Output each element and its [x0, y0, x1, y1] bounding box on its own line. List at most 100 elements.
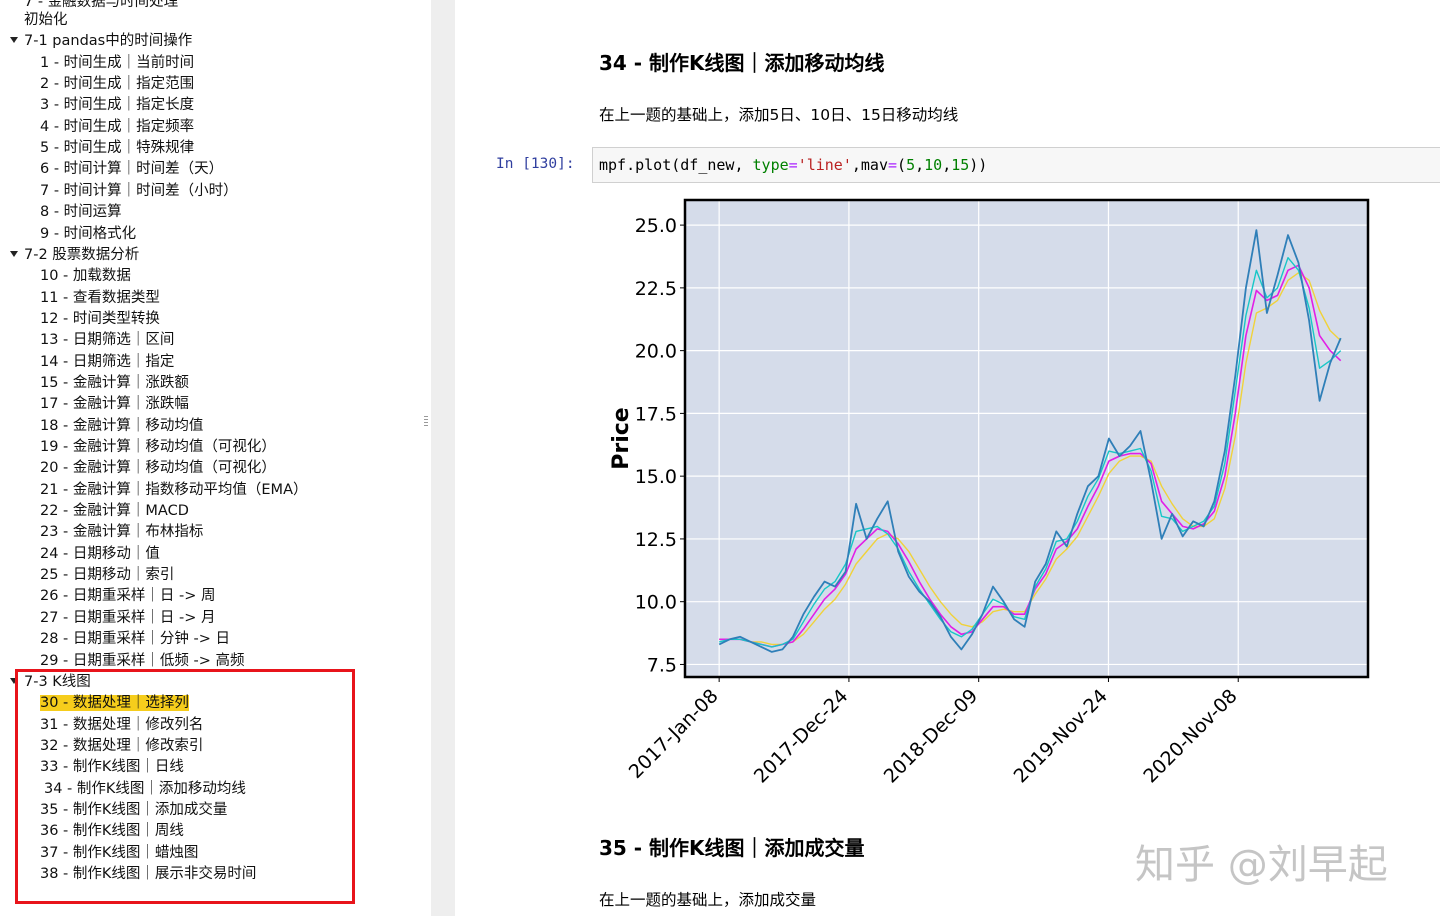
toc-item[interactable]: 10 - 加载数据: [40, 266, 131, 287]
toc-item-label: 38 - 制作K线图｜展示非交易时间: [40, 866, 257, 882]
toc-item[interactable]: 18 - 金融计算｜移动均值: [40, 416, 203, 437]
toc-item-label: 7 - 金融数据与时间处理: [24, 0, 179, 10]
toc-item-label: 14 - 日期筛选｜指定: [40, 353, 175, 370]
toc-item-label: 30 - 数据处理｜选择列: [40, 695, 189, 712]
toc-item-label: 初始化: [24, 12, 68, 28]
toc-item[interactable]: 27 - 日期重采样｜日 -> 月: [40, 608, 216, 629]
toc-item-label: 31 - 数据处理｜修改列名: [40, 716, 204, 733]
resize-handle[interactable]: [424, 414, 428, 430]
toc-item-label: 33 - 制作K线图｜日线: [40, 759, 184, 776]
toc-item-label: 1 - 时间生成｜当前时间: [40, 54, 195, 71]
toc-item[interactable]: 初始化: [24, 10, 68, 31]
toc-item[interactable]: 19 - 金融计算｜移动均值（可视化）: [40, 437, 276, 458]
toc-item-label: 27 - 日期重采样｜日 -> 月: [40, 609, 216, 626]
y-tick-label: 12.5: [635, 529, 677, 551]
toc-item[interactable]: 14 - 日期筛选｜指定: [40, 352, 174, 373]
toc-item[interactable]: 8 - 时间运算: [40, 202, 122, 223]
toc-item[interactable]: 7 - 金融数据与时间处理: [24, 0, 178, 13]
caret-down-icon[interactable]: [10, 677, 18, 684]
toc-item-label: 13 - 日期筛选｜区间: [40, 332, 175, 349]
toc-item[interactable]: 38 - 制作K线图｜展示非交易时间: [40, 864, 256, 885]
caret-down-icon[interactable]: [10, 250, 18, 257]
toc-item[interactable]: 21 - 金融计算｜指数移动平均值（EMA）: [40, 480, 308, 501]
toc-item-label: 32 - 数据处理｜修改索引: [40, 737, 204, 754]
toc-item-label: 19 - 金融计算｜移动均值（可视化）: [40, 439, 276, 455]
toc-item-label: 6 - 时间计算｜时间差（天）: [40, 161, 224, 178]
toc-item-label: 21 - 金融计算｜指数移动平均值（EMA）: [40, 481, 308, 498]
toc-item[interactable]: 11 - 查看数据类型: [40, 288, 160, 309]
toc-item-label: 17 - 金融计算｜涨跌幅: [40, 396, 189, 413]
toc-item-label: 34 - 制作K线图｜添加移动均线: [44, 780, 246, 797]
toc-item[interactable]: 29 - 日期重采样｜低频 -> 高频: [40, 651, 245, 672]
toc-item-label: 28 - 日期重采样｜分钟 -> 日: [40, 631, 231, 648]
toc-item-label: 4 - 时间生成｜指定频率: [40, 118, 195, 135]
toc-sidebar: 7 - 金融数据与时间处理初始化 7-1 pandas中的时间操作 1 - 时间生成…: [0, 0, 431, 916]
x-tick-label: 2017-Dec-24: [750, 685, 853, 788]
toc-item-label: 20 - 金融计算｜移动均值（可视化）: [40, 460, 276, 477]
toc-item[interactable]: 34 - 制作K线图｜添加移动均线: [44, 779, 246, 800]
section-35-description: 在上一题的基础上，添加成交量: [599, 891, 817, 909]
toc-item[interactable]: 26 - 日期重采样｜日 -> 周: [40, 586, 216, 607]
toc-item[interactable]: 6 - 时间计算｜时间差（天）: [40, 159, 223, 180]
toc-item[interactable]: 7-2 股票数据分析: [10, 245, 139, 266]
y-tick-label: 20.0: [635, 341, 677, 363]
toc-item[interactable]: 13 - 日期筛选｜区间: [40, 330, 174, 351]
toc-item[interactable]: 17 - 金融计算｜涨跌幅: [40, 394, 189, 415]
y-tick-label: 17.5: [635, 403, 677, 425]
section-34-title: 34 - 制作K线图｜添加移动均线: [599, 51, 885, 75]
toc-item-label: 18 - 金融计算｜移动均值: [40, 417, 204, 434]
toc-item-label: 22 - 金融计算｜MACD: [40, 503, 189, 520]
toc-item[interactable]: 2 - 时间生成｜指定范围: [40, 74, 194, 95]
toc-item-label: 7-3 K线图: [24, 673, 91, 690]
toc-item[interactable]: 22 - 金融计算｜MACD: [40, 501, 189, 522]
toc-item-label: 37 - 制作K线图｜蜡烛图: [40, 844, 199, 861]
code-cell[interactable]: mpf.plot(df_new, type='line',mav=(5,10,1…: [592, 147, 1440, 183]
x-tick-label: 2017-Jan-08: [625, 685, 723, 783]
toc-item[interactable]: 24 - 日期移动｜值: [40, 544, 160, 565]
toc-item-label: 15 - 金融计算｜涨跌额: [40, 374, 189, 391]
toc-item[interactable]: 4 - 时间生成｜指定频率: [40, 117, 194, 138]
cell-prompt: In [130]:: [496, 156, 575, 172]
toc-item[interactable]: 9 - 时间格式化: [40, 224, 136, 245]
toc-item[interactable]: 35 - 制作K线图｜添加成交量: [40, 800, 227, 821]
code-line: mpf.plot(df_new, type='line',mav=(5,10,1…: [599, 156, 988, 174]
toc-item-label: 29 - 日期重采样｜低频 -> 高频: [40, 652, 245, 669]
toc-item-label: 7-2 股票数据分析: [24, 246, 140, 263]
section-34-description: 在上一题的基础上，添加5日、10日、15日移动均线: [599, 106, 959, 124]
toc-item[interactable]: 23 - 金融计算｜布林指标: [40, 522, 203, 543]
toc-item[interactable]: 28 - 日期重采样｜分钟 -> 日: [40, 629, 230, 650]
toc-item-label: 5 - 时间生成｜特殊规律: [40, 140, 195, 157]
toc-item[interactable]: 7-3 K线图: [10, 672, 91, 693]
toc-item-label: 9 - 时间格式化: [40, 225, 137, 242]
x-tick-label: 2018-Dec-09: [880, 685, 983, 788]
y-axis-label: Price: [609, 407, 634, 469]
toc-item-label: 2 - 时间生成｜指定范围: [40, 76, 195, 93]
price-chart: 7.5 10.0 12.5 15.0 17.5 20.0 22.5 25.0 2017-Jan-…: [609, 198, 1370, 788]
plot-frame: [683, 198, 1370, 679]
toc-item[interactable]: 15 - 金融计算｜涨跌额: [40, 373, 189, 394]
toc-item[interactable]: 7 - 时间计算｜时间差（小时）: [40, 181, 238, 202]
toc-item[interactable]: 5 - 时间生成｜特殊规律: [40, 138, 194, 159]
toc-item[interactable]: 25 - 日期移动｜索引: [40, 565, 174, 586]
toc-item[interactable]: 12 - 时间类型转换: [40, 309, 160, 330]
plot-area: [685, 200, 1368, 677]
x-tick-label: 2019-Nov-24: [1010, 685, 1112, 787]
toc-item[interactable]: 32 - 数据处理｜修改索引: [40, 736, 203, 757]
toc-item-label: 7-1 pandas中的时间操作: [24, 33, 193, 50]
toc-item[interactable]: 31 - 数据处理｜修改列名: [40, 715, 203, 736]
toc-item[interactable]: 37 - 制作K线图｜蜡烛图: [40, 843, 198, 864]
toc-item-label: 36 - 制作K线图｜周线: [40, 823, 184, 840]
toc-item[interactable]: 3 - 时间生成｜指定长度: [40, 95, 194, 116]
toc-item[interactable]: 33 - 制作K线图｜日线: [40, 757, 184, 778]
toc-item[interactable]: 20 - 金融计算｜移动均值（可视化）: [40, 458, 276, 479]
toc-item[interactable]: 30 - 数据处理｜选择列: [40, 693, 189, 714]
panel-divider[interactable]: [431, 0, 455, 916]
y-tick-label: 7.5: [647, 654, 677, 676]
toc-item-label: 10 - 加载数据: [40, 268, 131, 285]
toc-item-label: 7 - 时间计算｜时间差（小时）: [40, 182, 238, 199]
y-tick-label: 15.0: [635, 466, 677, 488]
toc-item[interactable]: 7-1 pandas中的时间操作: [10, 31, 192, 52]
toc-item[interactable]: 36 - 制作K线图｜周线: [40, 821, 184, 842]
toc-item[interactable]: 1 - 时间生成｜当前时间: [40, 53, 194, 74]
caret-down-icon[interactable]: [10, 37, 18, 44]
